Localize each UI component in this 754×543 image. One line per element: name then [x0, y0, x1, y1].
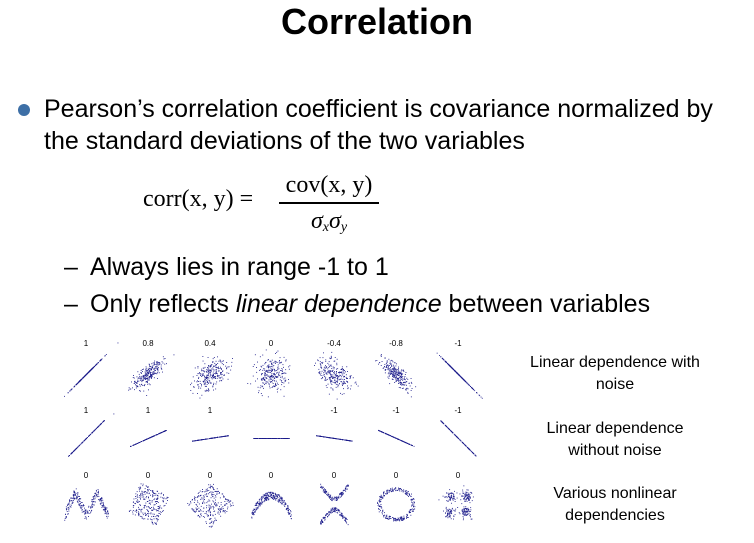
coefficient-label: 0 [456, 471, 461, 480]
scatter-plot [190, 356, 233, 399]
scatter-plot [64, 342, 119, 397]
formula-numerator: cov(x, y) [285, 172, 373, 198]
scatter-plot [314, 351, 359, 400]
coefficient-label: -0.8 [389, 339, 403, 348]
scatter-plot [64, 488, 109, 521]
scatter-plot [187, 483, 234, 528]
formula-denominator: σxσy [310, 207, 348, 235]
coefficient-label: -1 [330, 406, 338, 415]
coefficient-label: 0 [394, 471, 399, 480]
fraction-bar [279, 202, 379, 204]
coefficient-label: 0.4 [204, 339, 216, 348]
coefficient-label: -0.4 [327, 339, 341, 348]
coefficient-label: 0 [146, 471, 151, 480]
scatter-plot [247, 349, 291, 398]
scatter-plot [192, 435, 229, 442]
scatter-plot [320, 483, 349, 526]
scatter-plot [436, 352, 483, 399]
subbullet-range: – Always lies in range -1 to 1 [64, 253, 389, 281]
coefficient-label: -1 [454, 406, 462, 415]
coefficient-label: -1 [454, 339, 462, 348]
main-bullet: Pearson’s correlation coefficient is cov… [18, 93, 748, 157]
coefficient-label: 0 [269, 339, 274, 348]
coefficient-label: 1 [84, 339, 89, 348]
coefficient-label: 1 [146, 406, 151, 415]
coefficient-label: 0 [332, 471, 337, 480]
formula-fraction: cov(x, y) σxσy [277, 168, 381, 242]
coefficient-label: 0 [269, 471, 274, 480]
scatter-plot [68, 420, 105, 457]
scatter-plot [375, 354, 417, 398]
scatter-plot [440, 420, 477, 457]
coefficient-label: -1 [392, 406, 400, 415]
scatter-plot [251, 491, 292, 520]
scatter-grid: 1 0.8 0.4 0 -0.4 -0.8 -1 1 1 1 -1 -1 -1 0 0 0 0 0 0 0 [64, 339, 483, 528]
row-label-linear-no-noise: Linear dependence without noise [546, 420, 684, 459]
coefficient-label: 0 [208, 471, 213, 480]
scatter-plot [378, 429, 415, 447]
scatter-plot [438, 485, 474, 521]
slide-title: Correlation [280, 1, 474, 42]
coefficient-label: 1 [84, 406, 89, 415]
scatter-plot [113, 354, 175, 415]
subbullet-linear: – Only reflects linear dependence between… [64, 290, 651, 318]
bullet-dot-icon [18, 104, 30, 116]
row-label-linear-noise: Linear dependence with noise [530, 354, 700, 393]
formula-lhs: corr(x, y) = [143, 186, 254, 212]
scatter-plot [316, 435, 353, 442]
scatter-plot [377, 487, 416, 522]
coefficient-label: 1 [208, 406, 213, 415]
main-bullet-text: Pearson’s correlation coefficient is cov… [44, 95, 713, 155]
coefficient-label: 0.8 [142, 339, 154, 348]
scatter-plot [253, 438, 290, 439]
row-label-nonlinear: Various nonlinear dependencies [553, 485, 677, 524]
scatter-plot [130, 430, 167, 447]
coefficient-label: 0 [84, 471, 89, 480]
scatter-plot [128, 483, 169, 525]
